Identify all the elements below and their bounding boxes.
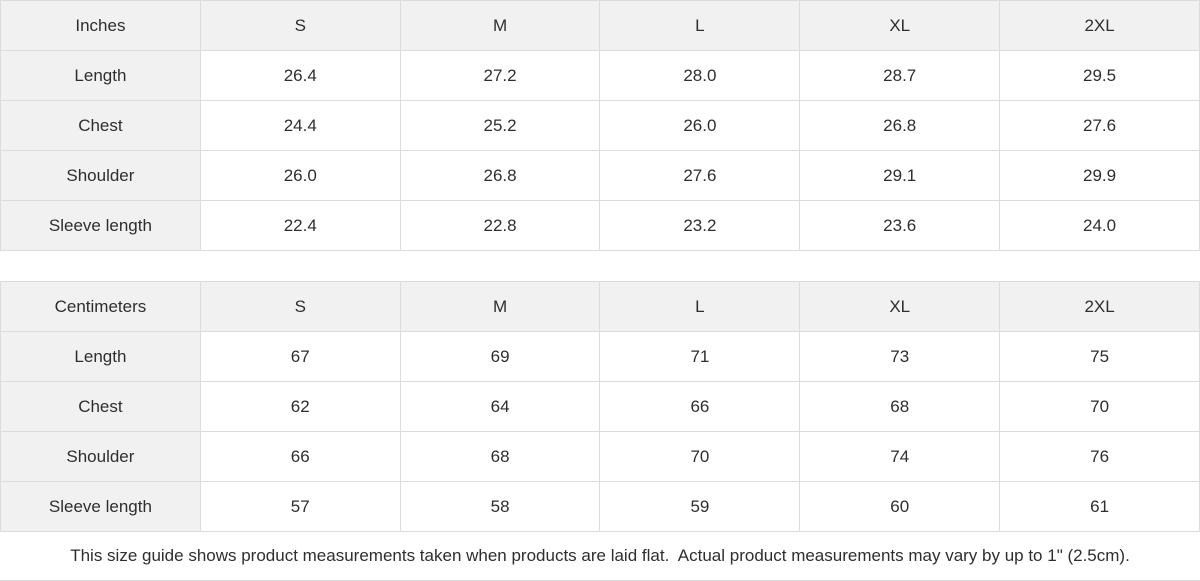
table-row: Sleeve length 22.4 22.8 23.2 23.6 24.0: [0, 200, 1200, 251]
table-row: Length 26.4 27.2 28.0 28.7 29.5: [0, 50, 1200, 101]
inches-table: Inches S M L XL 2XL Length 26.4 27.2 28.…: [0, 0, 1200, 251]
value-cell: 64: [399, 381, 601, 432]
table-row: Shoulder 26.0 26.8 27.6 29.1 29.9: [0, 150, 1200, 201]
row-label-cell: Chest: [0, 381, 201, 432]
value-cell: 25.2: [399, 100, 601, 151]
value-cell: 74: [799, 431, 1001, 482]
value-cell: 26.8: [799, 100, 1001, 151]
size-header-m: M: [399, 281, 601, 332]
row-label-cell: Sleeve length: [0, 200, 201, 251]
value-cell: 76: [999, 431, 1200, 482]
table-spacer: [0, 251, 1200, 281]
value-cell: 59: [599, 481, 801, 532]
value-cell: 29.9: [999, 150, 1200, 201]
value-cell: 27.6: [999, 100, 1200, 151]
value-cell: 29.5: [999, 50, 1200, 101]
inches-header-row: Inches S M L XL 2XL: [0, 0, 1200, 51]
value-cell: 26.0: [599, 100, 801, 151]
value-cell: 60: [799, 481, 1001, 532]
value-cell: 75: [999, 331, 1200, 382]
row-label-cell: Length: [0, 50, 201, 101]
row-label-cell: Shoulder: [0, 150, 201, 201]
value-cell: 29.1: [799, 150, 1001, 201]
row-label-cell: Length: [0, 331, 201, 382]
value-cell: 69: [399, 331, 601, 382]
value-cell: 27.2: [399, 50, 601, 101]
value-cell: 26.8: [399, 150, 601, 201]
size-guide-disclaimer: This size guide shows product measuremen…: [0, 532, 1200, 581]
value-cell: 22.4: [199, 200, 401, 251]
value-cell: 73: [799, 331, 1001, 382]
size-header-s: S: [199, 281, 401, 332]
value-cell: 67: [199, 331, 401, 382]
value-cell: 57: [199, 481, 401, 532]
table-row: Chest 24.4 25.2 26.0 26.8 27.6: [0, 100, 1200, 151]
value-cell: 66: [599, 381, 801, 432]
size-header-m: M: [399, 0, 601, 51]
table-row: Chest 62 64 66 68 70: [0, 381, 1200, 432]
value-cell: 27.6: [599, 150, 801, 201]
centimeters-header-row: Centimeters S M L XL 2XL: [0, 281, 1200, 332]
centimeters-unit-header: Centimeters: [0, 281, 201, 332]
size-header-l: L: [599, 281, 801, 332]
table-row: Length 67 69 71 73 75: [0, 331, 1200, 382]
value-cell: 68: [399, 431, 601, 482]
size-header-l: L: [599, 0, 801, 51]
value-cell: 22.8: [399, 200, 601, 251]
value-cell: 66: [199, 431, 401, 482]
size-header-xl: XL: [799, 281, 1001, 332]
value-cell: 26.0: [199, 150, 401, 201]
size-header-2xl: 2XL: [999, 281, 1200, 332]
row-label-cell: Chest: [0, 100, 201, 151]
value-cell: 28.7: [799, 50, 1001, 101]
value-cell: 23.2: [599, 200, 801, 251]
value-cell: 71: [599, 331, 801, 382]
value-cell: 70: [999, 381, 1200, 432]
table-row: Sleeve length 57 58 59 60 61: [0, 481, 1200, 532]
value-cell: 24.0: [999, 200, 1200, 251]
row-label-cell: Sleeve length: [0, 481, 201, 532]
size-header-s: S: [199, 0, 401, 51]
value-cell: 68: [799, 381, 1001, 432]
value-cell: 62: [199, 381, 401, 432]
size-header-xl: XL: [799, 0, 1001, 51]
row-label-cell: Shoulder: [0, 431, 201, 482]
centimeters-table: Centimeters S M L XL 2XL Length 67 69 71…: [0, 281, 1200, 532]
size-header-2xl: 2XL: [999, 0, 1200, 51]
table-row: Shoulder 66 68 70 74 76: [0, 431, 1200, 482]
inches-unit-header: Inches: [0, 0, 201, 51]
value-cell: 61: [999, 481, 1200, 532]
value-cell: 58: [399, 481, 601, 532]
value-cell: 70: [599, 431, 801, 482]
value-cell: 24.4: [199, 100, 401, 151]
value-cell: 26.4: [199, 50, 401, 101]
value-cell: 23.6: [799, 200, 1001, 251]
value-cell: 28.0: [599, 50, 801, 101]
